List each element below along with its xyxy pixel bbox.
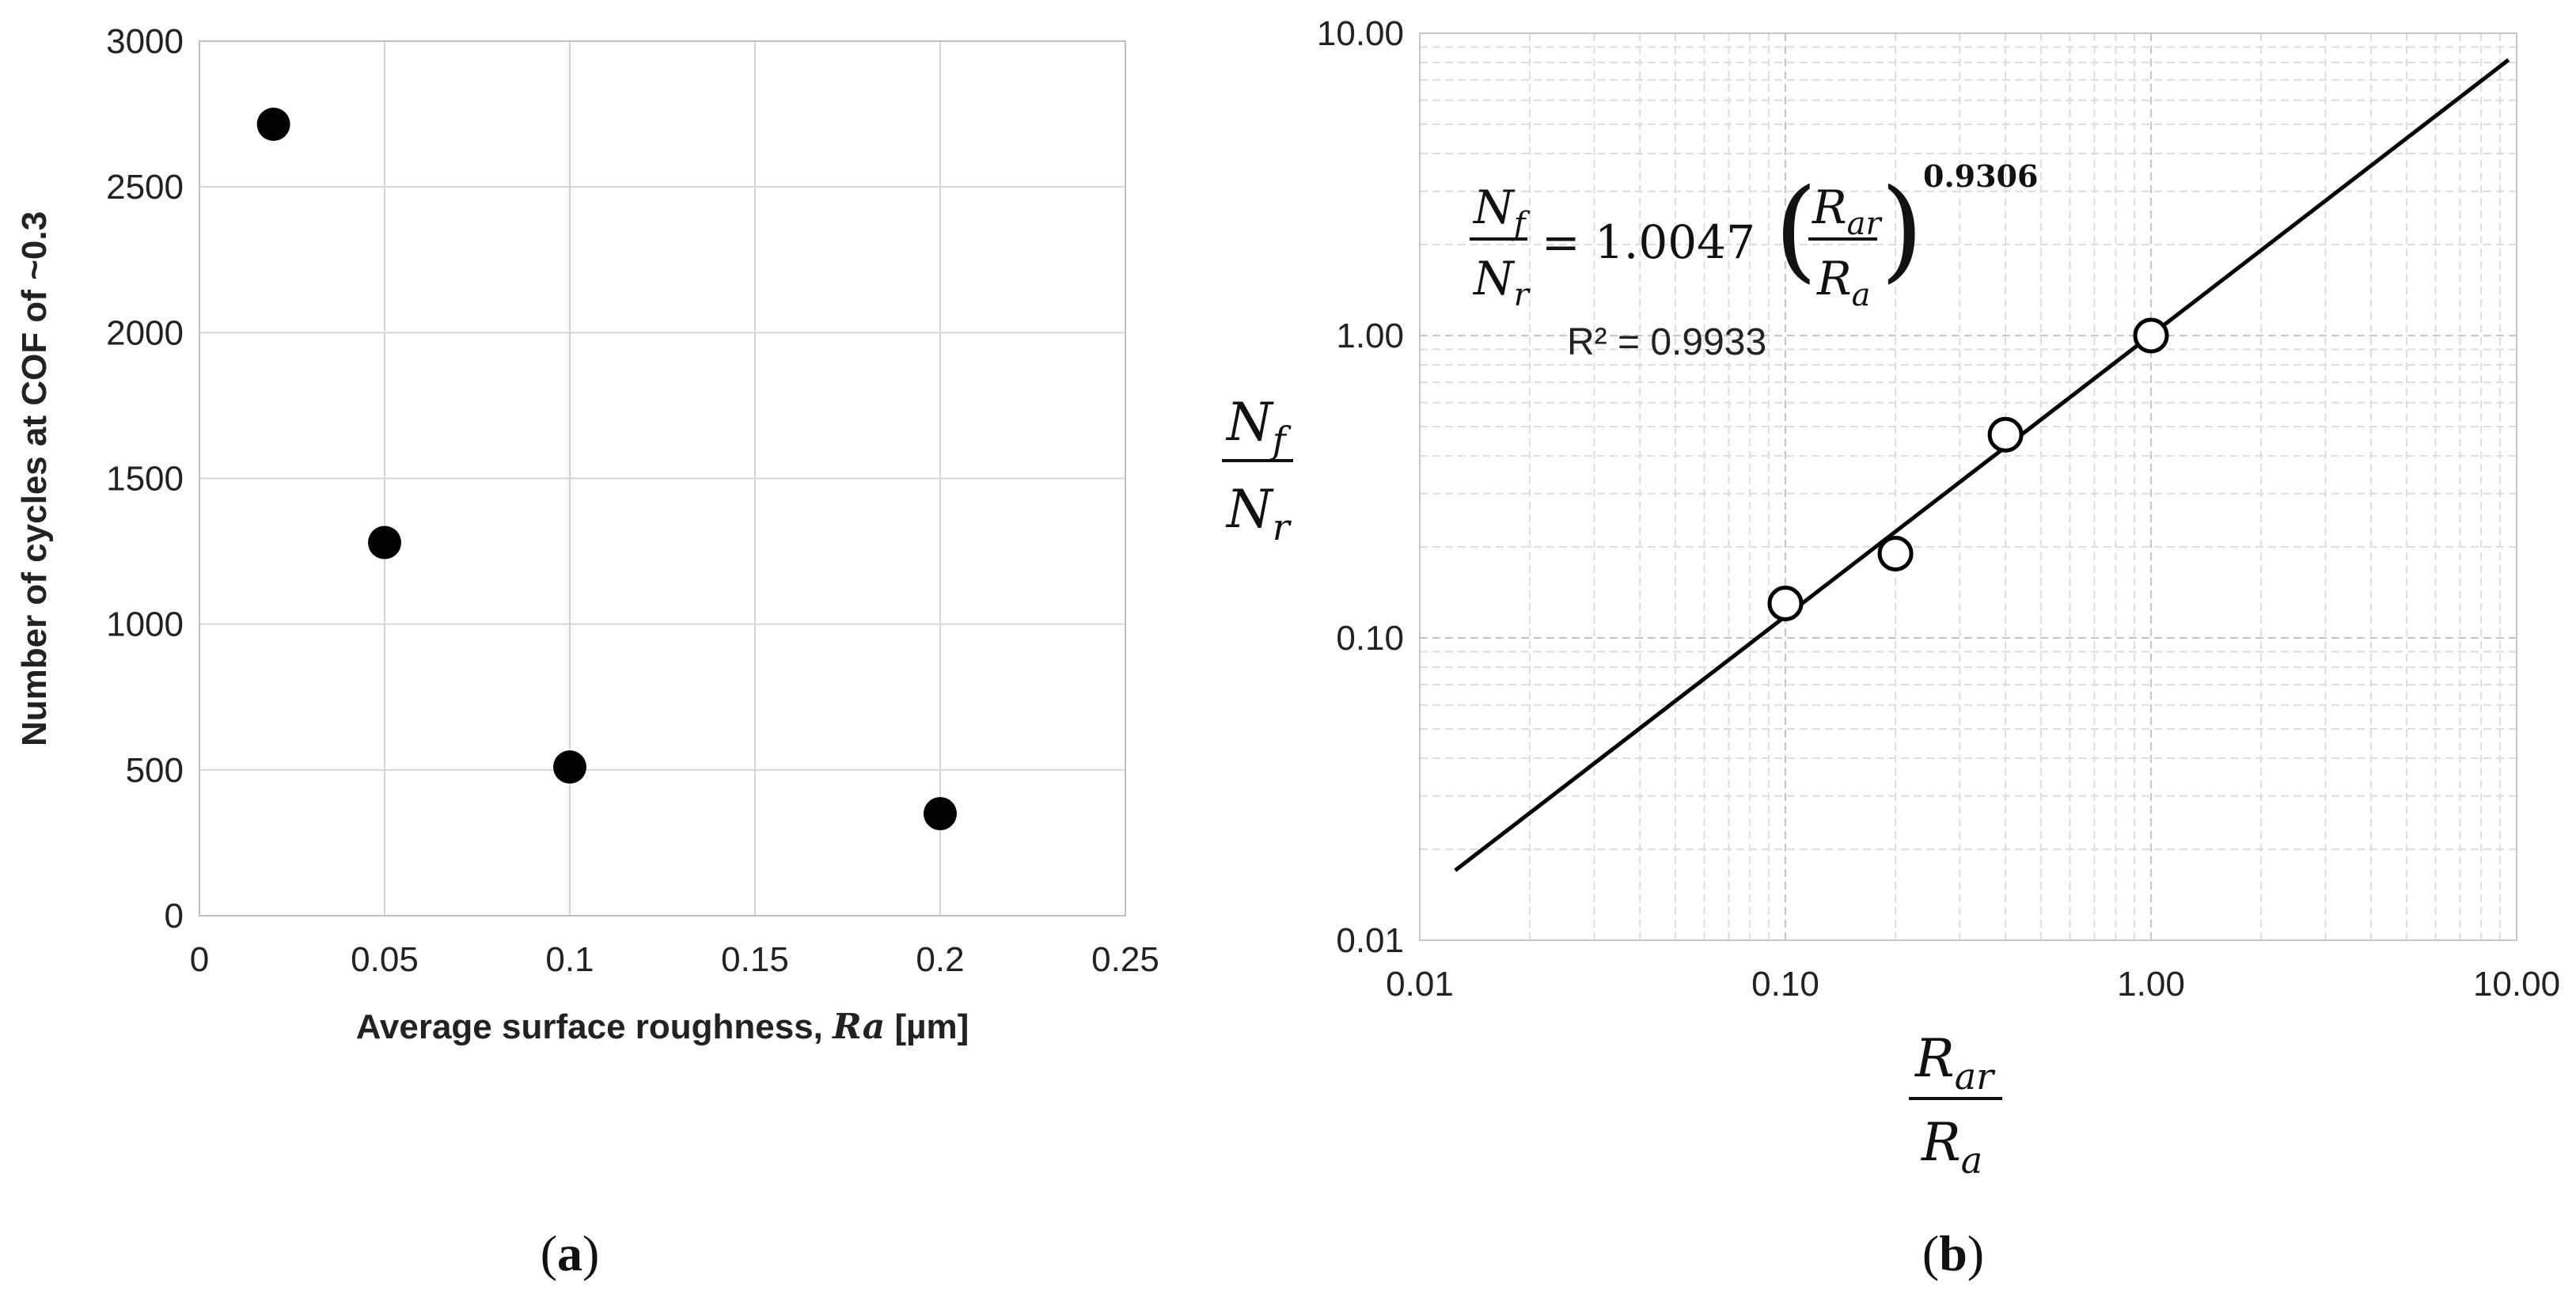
chart-b-data-point <box>1987 416 2024 453</box>
chart-a-y-tick-label: 1000 <box>106 605 184 644</box>
chart-b-y-tick-label: 10.00 <box>1317 14 1404 53</box>
svg-text:Rar: Rar <box>1914 1028 1996 1098</box>
chart-a-y-tick-label: 500 <box>126 751 184 790</box>
chart-a-data-points <box>256 107 957 831</box>
chart-b-x-tick-label: 0.10 <box>1751 965 1819 1004</box>
chart-b-data-point <box>1767 585 1804 621</box>
chart-a-y-tick-label: 2500 <box>106 168 184 207</box>
chart-a-x-tick-label: 0.1 <box>545 940 594 979</box>
chart-b-x-tick-label: 10.00 <box>2473 965 2560 1004</box>
chart-a-data-point <box>553 750 586 784</box>
chart-b-plot-area <box>1419 32 2517 941</box>
chart-a-x-tick-label: 0.05 <box>351 940 419 979</box>
chart-a-y-tick-labels: 0 500 1000 1500 2000 2500 3000 <box>106 22 184 935</box>
chart-b-y-tick-label: 0.10 <box>1336 619 1404 658</box>
chart-b-y-axis-label: Nf Nr <box>1222 392 1293 548</box>
equation-inner-numerator: Rar <box>1812 180 1884 242</box>
equation-left-paren: ( <box>1774 165 1818 294</box>
chart-b-y-tick-label: 0.01 <box>1336 921 1404 960</box>
chart-b-y-tick-labels: 0.01 0.10 1.00 10.00 <box>1317 14 1404 960</box>
equation-coefficient: = 1.0047 <box>1542 215 1755 269</box>
chart-b-trendline-equation: Nf Nr = 1.0047 ( Rar Ra ) 0.9306 <box>1470 158 2038 313</box>
equation-right-paren: ) <box>1880 165 1924 294</box>
chart-a-y-axis-label: Number of cycles at COF of ~0.3 <box>15 211 54 746</box>
chart-a-data-point <box>368 526 401 560</box>
chart-a-x-tick-label: 0 <box>190 940 209 979</box>
chart-a-plot-area <box>199 40 1126 916</box>
svg-text:Ra: Ra <box>1921 1112 1982 1182</box>
chart-a-data-point <box>256 107 290 141</box>
chart-b-data-point <box>2133 317 2169 354</box>
chart-b-data-point <box>1877 536 1914 572</box>
chart-a-data-point <box>924 797 957 831</box>
chart-a-y-tick-label: 3000 <box>106 22 184 61</box>
chart-b-x-tick-label: 0.01 <box>1386 965 1454 1004</box>
chart-b-power-trendline <box>1454 58 2510 872</box>
panel-a-label: (a) <box>541 1225 600 1281</box>
chart-a-y-tick-label: 2000 <box>106 313 184 352</box>
chart-b-r-squared: R² = 0.9933 <box>1567 321 1766 363</box>
chart-a-y-tick-label: 0 <box>165 897 184 935</box>
chart-a-x-tick-label: 0.2 <box>916 940 964 979</box>
chart-a-y-tick-label: 1500 <box>106 460 184 499</box>
equation-numerator-n: Nf <box>1472 180 1531 242</box>
equation-denominator-n: Nr <box>1472 252 1531 313</box>
chart-a: 0 0.05 0.1 0.15 0.2 0.25 0 500 1000 1500 2000 2500… <box>15 22 1159 1281</box>
chart-b-x-axis-label: Rar Ra <box>1909 1028 2002 1182</box>
panel-b-label: (b) <box>1922 1225 1984 1281</box>
chart-a-gridlines <box>199 40 1126 916</box>
chart-b-data-points <box>1767 317 2169 621</box>
chart-a-x-axis-label: Average surface roughness, Ra [µm] <box>356 1007 969 1047</box>
chart-b-y-tick-label: 1.00 <box>1336 317 1404 355</box>
svg-text:Nf: Nf <box>1225 392 1292 461</box>
svg-text:Nr: Nr <box>1225 479 1292 548</box>
chart-b: 0.01 0.10 1.00 10.00 0.01 0.10 1.00 10.00 Nf N… <box>1222 14 2560 1281</box>
chart-a-x-tick-labels: 0 0.05 0.1 0.15 0.2 0.25 <box>190 940 1159 979</box>
equation-exponent: 0.9306 <box>1923 158 2038 194</box>
equation-inner-denominator: Ra <box>1816 252 1871 313</box>
chart-b-x-tick-labels: 0.01 0.10 1.00 10.00 <box>1386 965 2560 1004</box>
chart-a-x-tick-label: 0.25 <box>1091 940 1159 979</box>
chart-b-x-tick-label: 1.00 <box>2117 965 2185 1004</box>
chart-a-x-tick-label: 0.15 <box>721 940 789 979</box>
